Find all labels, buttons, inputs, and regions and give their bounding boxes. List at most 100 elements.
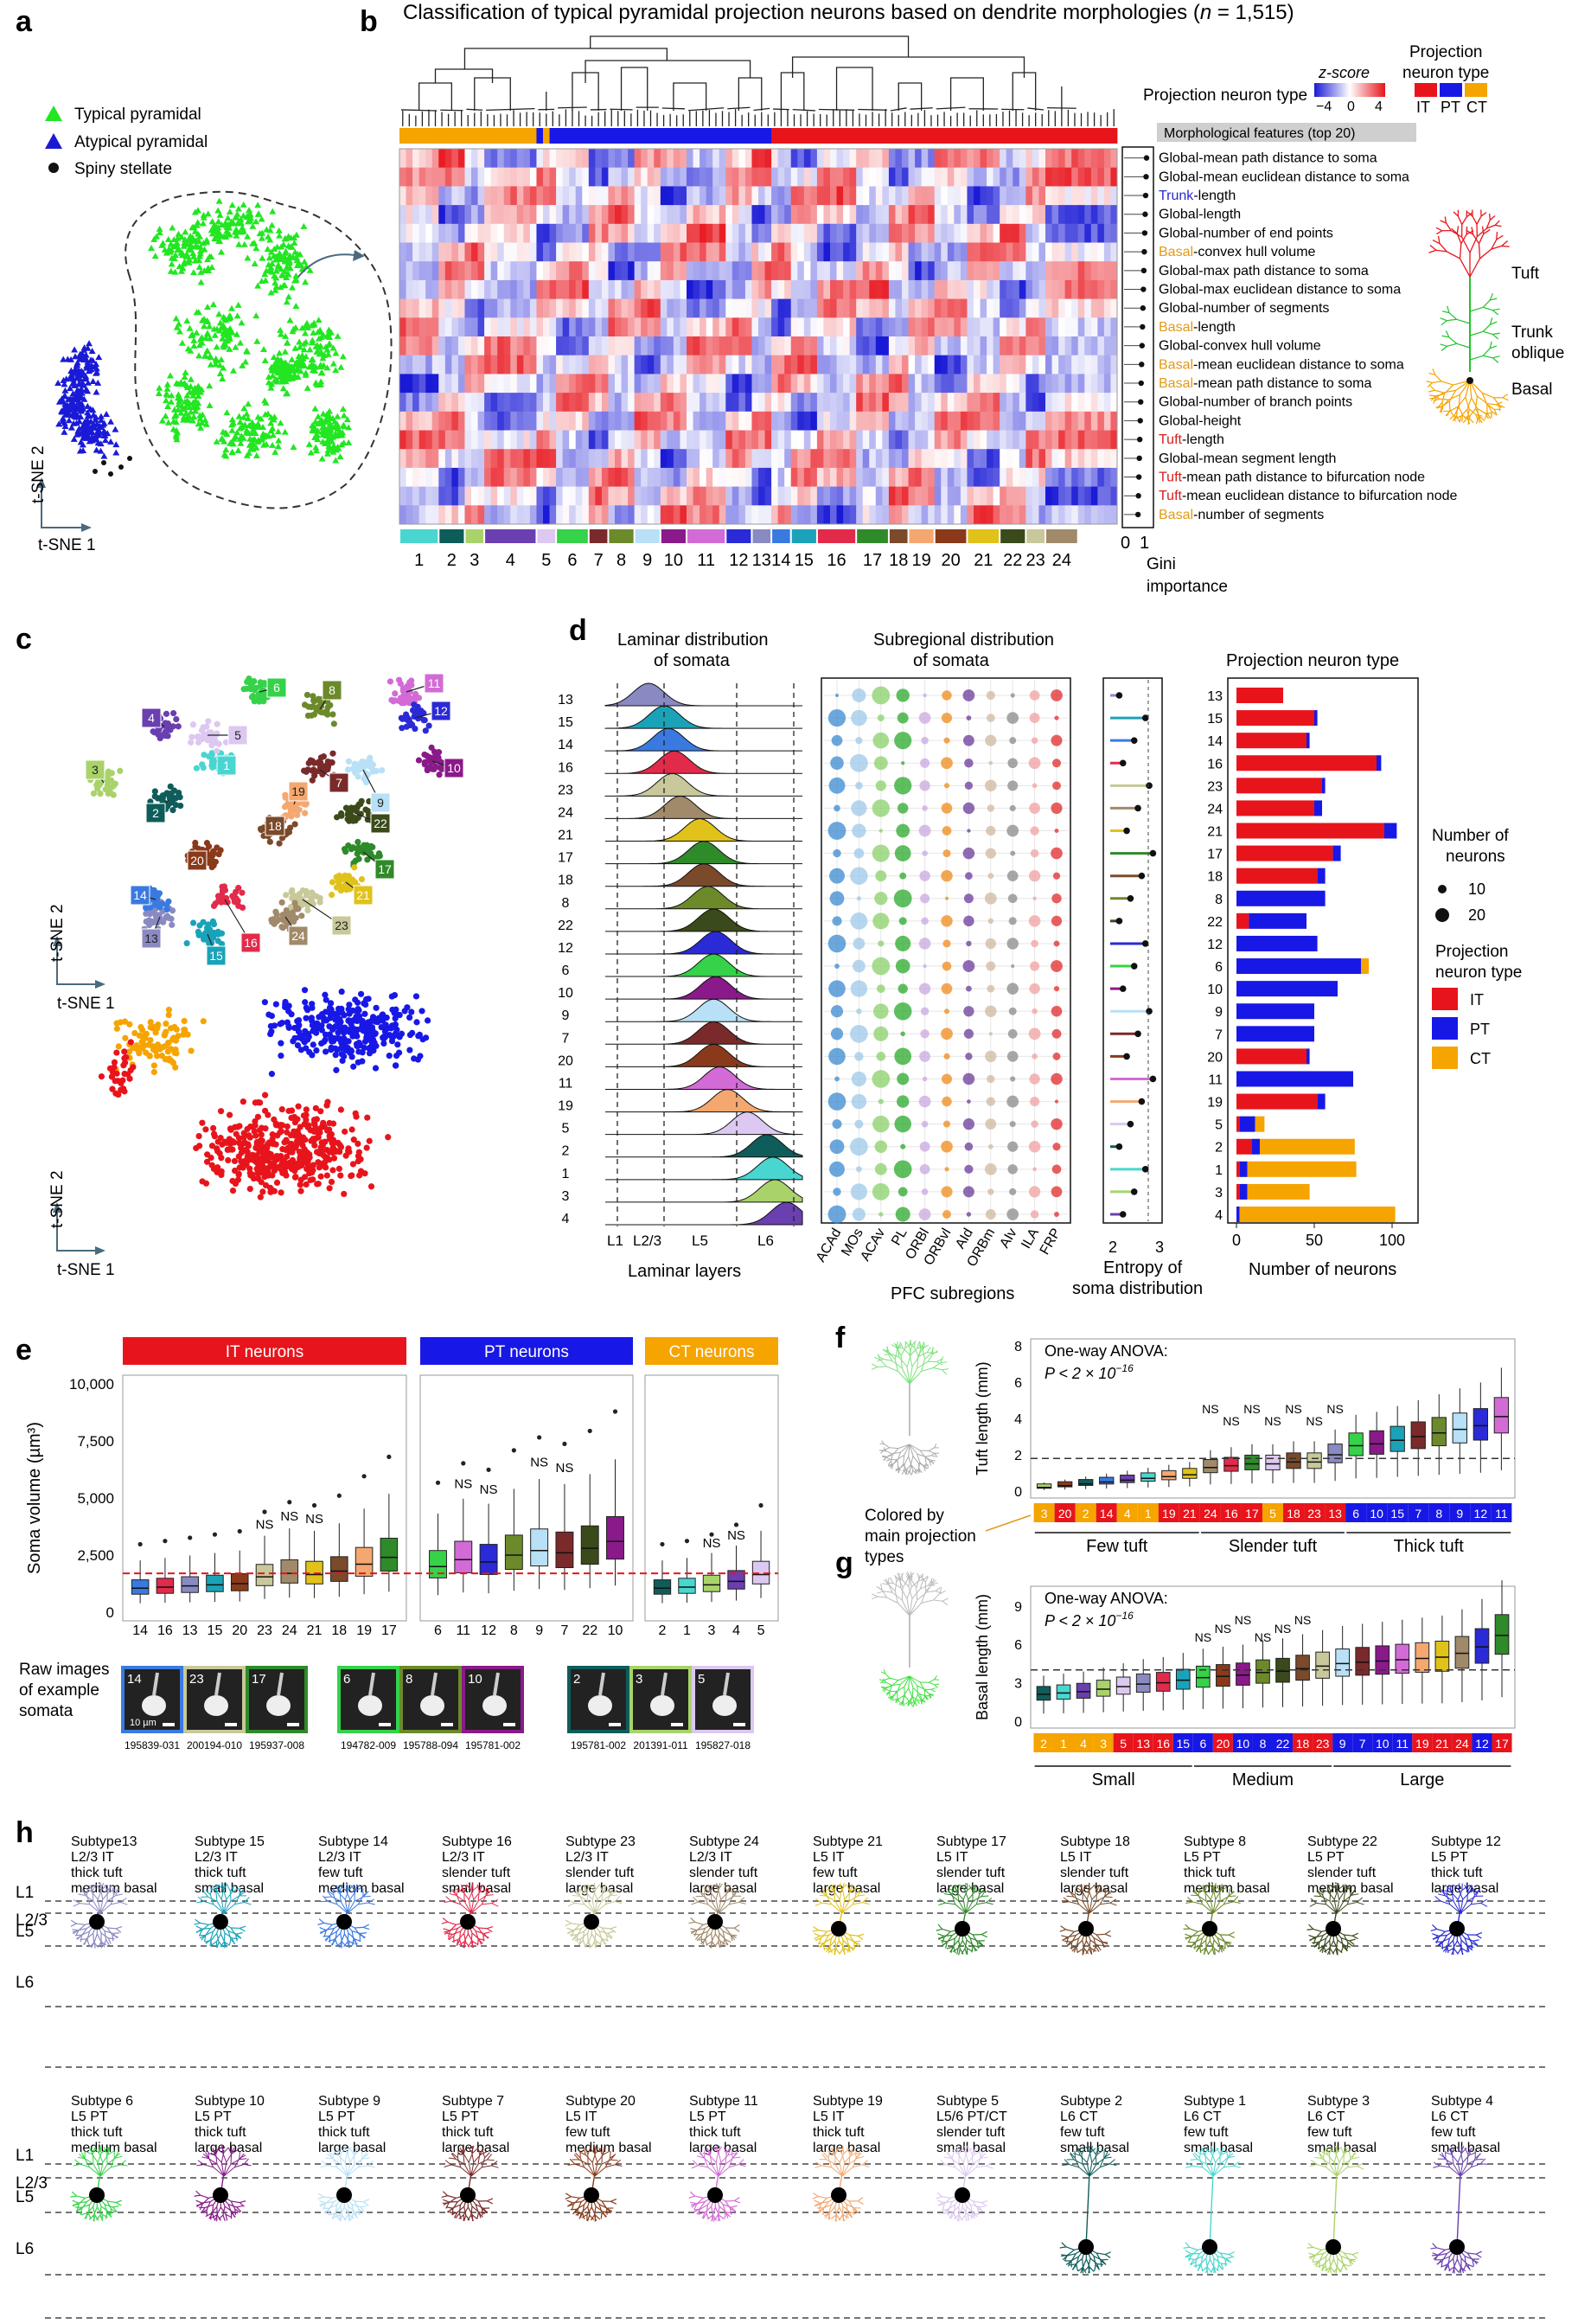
- heat-cell: [1000, 374, 1007, 394]
- heat-cell: [621, 336, 629, 356]
- typical-point: [219, 335, 227, 342]
- heat-cell: [687, 242, 693, 262]
- heat-cell: [706, 374, 713, 394]
- heat-cell: [490, 186, 498, 206]
- type-cell: [687, 128, 693, 144]
- heat-cell: [1058, 355, 1066, 375]
- atypical-point: [100, 452, 108, 459]
- heat-cell: [764, 411, 772, 431]
- heat-cell: [510, 355, 518, 375]
- heat-cell: [582, 374, 590, 394]
- basal-branch: [1448, 390, 1457, 402]
- typical-point: [227, 304, 235, 311]
- heat-cell: [562, 205, 570, 225]
- heat-cell: [438, 430, 446, 450]
- heat-cell: [687, 149, 693, 169]
- heat-cell: [1097, 336, 1105, 356]
- heat-cell: [895, 374, 903, 394]
- cluster-tag-label: 17: [378, 862, 392, 876]
- heat-cell: [406, 393, 413, 413]
- atypical-point: [80, 344, 88, 351]
- heat-cell: [751, 374, 759, 394]
- cluster-point: [330, 720, 337, 727]
- heat-cell: [588, 374, 596, 394]
- basal-branch: [1432, 368, 1436, 375]
- heat-cell: [987, 393, 994, 413]
- typical-point: [270, 416, 278, 423]
- heat-cell: [810, 298, 818, 318]
- oblique-branch: [1492, 355, 1500, 359]
- cluster-point: [169, 921, 176, 928]
- heat-cell: [738, 279, 746, 299]
- legend-ct-swatch: [1465, 83, 1487, 97]
- heat-cell: [836, 411, 844, 431]
- atypical-point: [80, 405, 87, 412]
- type-cell: [673, 128, 680, 144]
- typical-point: [283, 298, 291, 305]
- heat-cell: [1006, 223, 1013, 243]
- heat-cell: [1064, 223, 1072, 243]
- heat-cell: [803, 486, 811, 506]
- heat-cell: [510, 336, 518, 356]
- tuft-branch: [1496, 232, 1498, 240]
- heat-cell: [621, 449, 629, 469]
- heat-cell: [823, 242, 831, 262]
- typical-point: [332, 367, 340, 374]
- heat-cell: [667, 355, 674, 375]
- heat-cell: [1064, 167, 1072, 187]
- heat-cell: [1032, 355, 1039, 375]
- heat-cell: [725, 393, 733, 413]
- heat-cell: [816, 205, 824, 225]
- typical-point: [203, 347, 211, 354]
- heat-cell: [438, 186, 446, 206]
- heat-cell: [1084, 205, 1092, 225]
- heat-cell: [941, 186, 949, 206]
- heat-cell: [497, 355, 505, 375]
- cluster-tag: [240, 932, 261, 953]
- typical-point: [287, 243, 295, 250]
- type-cell: [908, 128, 916, 144]
- typical-point: [277, 419, 284, 426]
- heat-cell: [784, 298, 792, 318]
- heat-cell: [536, 317, 544, 337]
- heat-cell: [849, 486, 857, 506]
- heat-cell: [1000, 223, 1007, 243]
- heat-cell: [869, 205, 877, 225]
- type-cell: [406, 128, 413, 144]
- heat-cell: [960, 205, 968, 225]
- heat-cell: [732, 317, 739, 337]
- typical-point: [249, 222, 257, 229]
- heat-cell: [1025, 317, 1033, 337]
- type-cell: [934, 128, 942, 144]
- heat-cell: [1000, 279, 1007, 299]
- atypical-point: [75, 425, 83, 432]
- heat-cell: [660, 279, 668, 299]
- cluster-point: [167, 794, 174, 801]
- typical-point: [163, 397, 170, 404]
- feature-label: Global-max path distance to soma: [1159, 264, 1369, 278]
- heat-cell: [862, 449, 870, 469]
- typical-point: [239, 224, 246, 231]
- heat-cell: [444, 467, 452, 487]
- heat-cell: [464, 393, 472, 413]
- heat-cell: [438, 336, 446, 356]
- gini-point: [1134, 511, 1141, 518]
- heat-cell: [536, 205, 544, 225]
- basal-branch: [1446, 409, 1451, 417]
- gini-label-1: Gini: [1147, 555, 1176, 573]
- heat-cell: [836, 486, 844, 506]
- heat-cell: [654, 279, 661, 299]
- typical-point: [169, 224, 176, 231]
- heat-cell: [562, 505, 570, 525]
- heat-cell: [993, 186, 1000, 206]
- projection-type-legend: Projection neuron type IT PT CT: [1402, 43, 1489, 116]
- heat-cell: [738, 167, 746, 187]
- type-cell: [556, 128, 564, 144]
- heat-cell: [843, 186, 851, 206]
- heat-cell: [1103, 223, 1111, 243]
- typical-point: [251, 259, 259, 266]
- atypical-point: [79, 379, 86, 386]
- atypical-point: [69, 390, 77, 397]
- type-cell: [608, 128, 616, 144]
- typical-point: [190, 253, 198, 259]
